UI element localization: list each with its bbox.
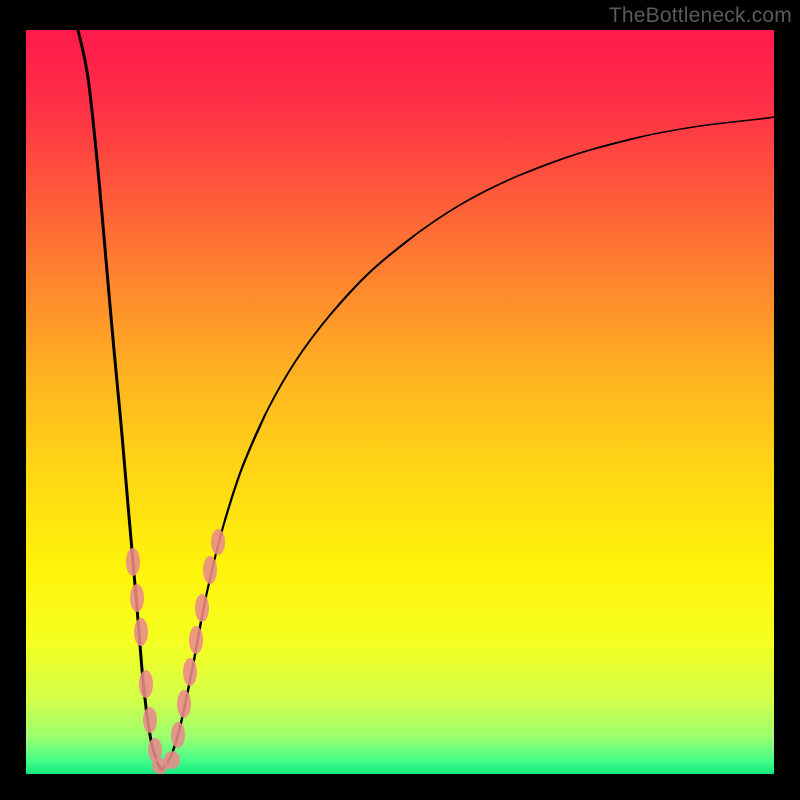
data-marker: [130, 584, 144, 612]
data-marker: [177, 690, 191, 718]
data-marker: [211, 529, 225, 555]
data-marker: [203, 556, 217, 584]
data-marker: [139, 670, 153, 698]
data-marker: [164, 751, 180, 769]
data-marker: [134, 618, 148, 646]
bottleneck-chart: [0, 0, 800, 800]
data-marker: [189, 626, 203, 654]
plot-background: [26, 30, 774, 774]
data-marker: [183, 658, 197, 686]
data-marker: [195, 594, 209, 622]
chart-frame: TheBottleneck.com: [0, 0, 800, 800]
data-marker: [143, 707, 157, 733]
data-marker: [171, 722, 185, 748]
data-marker: [126, 548, 140, 576]
